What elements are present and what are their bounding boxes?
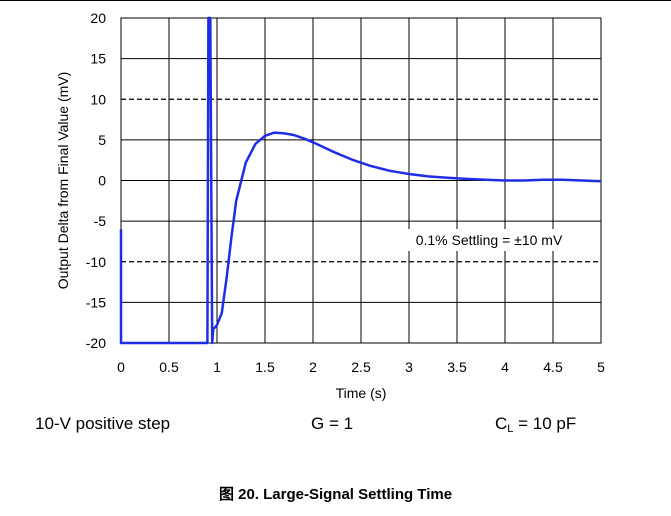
x-axis-title: Time (s) bbox=[336, 385, 387, 401]
output-delta-trace bbox=[119, 16, 602, 345]
x-tick-label: 0 bbox=[117, 359, 125, 375]
y-axis-title: Output Delta from Final Value (mV) bbox=[55, 72, 71, 290]
figure-caption: 图 20. Large-Signal Settling Time bbox=[218, 486, 453, 503]
cl-symbol: C bbox=[495, 414, 508, 433]
top-rule bbox=[0, 0, 671, 1]
series-group bbox=[119, 16, 602, 345]
x-tick-label: 1 bbox=[213, 359, 221, 375]
x-tick-label: 0.5 bbox=[159, 359, 179, 375]
x-tick-label: 3.5 bbox=[447, 359, 467, 375]
x-tick-label: 3 bbox=[405, 359, 413, 375]
y-tick-label: 10 bbox=[90, 91, 106, 107]
x-tick-label: 1.5 bbox=[255, 359, 275, 375]
y-tick-label: 15 bbox=[90, 51, 106, 67]
settling-annotation: 0.1% Settling = ±10 mV bbox=[416, 232, 563, 248]
y-tick-label: -15 bbox=[86, 294, 106, 310]
x-tick-label: 5 bbox=[597, 359, 605, 375]
annotation-background bbox=[386, 229, 592, 251]
step-condition: 10-V positive step bbox=[35, 414, 171, 433]
y-tick-label: -20 bbox=[86, 335, 106, 351]
cl-value: = 10 pF bbox=[513, 414, 577, 433]
y-tick-label: 20 bbox=[90, 10, 106, 26]
y-tick-label: -5 bbox=[94, 213, 107, 229]
x-tick-label: 4 bbox=[501, 359, 509, 375]
y-tick-labels: 20 15 10 5 0 -5 -10 -15 -20 bbox=[86, 10, 106, 351]
y-tick-label: -10 bbox=[86, 254, 106, 270]
cl-subscript: L bbox=[507, 423, 514, 435]
gain-condition: G = 1 bbox=[311, 414, 354, 433]
x-tick-label: 2.5 bbox=[351, 359, 371, 375]
y-tick-label: 5 bbox=[98, 132, 106, 148]
settling-time-chart: 0 0.5 1 1.5 2 2.5 3 3.5 4 4.5 5 20 15 10 5 0 -5 -10 -15 -2… bbox=[55, 10, 605, 401]
x-tick-label: 4.5 bbox=[543, 359, 563, 375]
x-tick-labels: 0 0.5 1 1.5 2 2.5 3 3.5 4 4.5 5 bbox=[117, 359, 605, 375]
grid-lines bbox=[121, 18, 601, 343]
load-capacitance-condition: CL = 10 pF bbox=[495, 414, 576, 439]
x-tick-label: 2 bbox=[309, 359, 317, 375]
y-tick-label: 0 bbox=[98, 173, 106, 189]
settling-limit-lines bbox=[121, 98, 601, 263]
